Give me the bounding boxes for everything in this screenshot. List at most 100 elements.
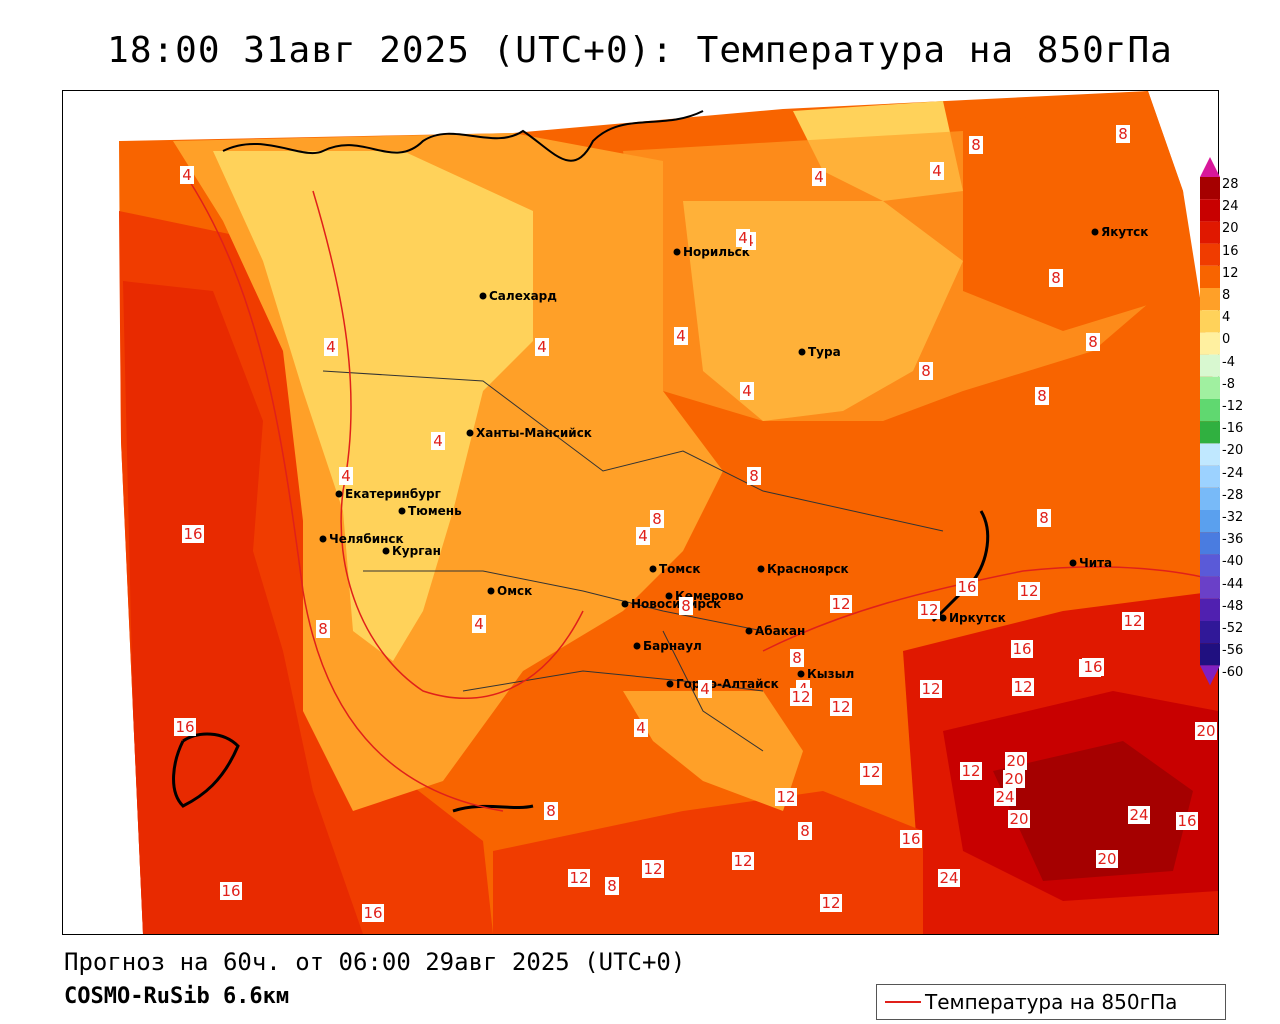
contour-label-bg [674,327,688,345]
city-label: Горно-Алтайск [676,677,779,691]
colorbar-tick-label: -48 [1222,598,1244,614]
colorbar-tick-label: -4 [1222,354,1235,370]
contour-label-bg [1176,812,1198,830]
city-label: Барнаул [643,639,702,653]
contour-label-bg [544,802,558,820]
colorbar-tick-label: -28 [1222,487,1244,503]
contour-label-bg [650,510,664,528]
contour-label: 4 [638,527,648,545]
contour-label: 4 [537,338,547,356]
contour-label: 24 [1129,806,1148,824]
contour-label-bg [1195,722,1217,740]
contour-label: 8 [318,620,328,638]
contour-label-bg [830,595,852,613]
city-label: Чита [1079,556,1112,570]
colorbar-segment [1200,177,1220,200]
contour-label: 20 [1097,850,1116,868]
city-label: Челябинск [329,532,404,546]
colorbar-tick-label: -40 [1222,554,1244,570]
legend-line-swatch [885,1001,921,1003]
contour-label-bg [920,680,942,698]
city-dot [673,248,681,256]
colorbar-tick-label: -44 [1222,576,1244,592]
city-markers: Норильск Якутск Салехард Тура Ханты-Мансийск… [319,225,1148,691]
contour-labels: 4444444444444444888888888888888121212121… [174,125,1217,922]
contour-label-bg [568,869,590,887]
contour-label: 16 [363,904,382,922]
contour-label: 12 [919,601,938,619]
contour-label: 4 [182,166,192,184]
colorbar-tick-label: 4 [1222,310,1231,326]
contour-label: 8 [792,649,802,667]
contour-label: 4 [700,680,710,698]
colorbar-top-arrow [1200,157,1220,177]
city-label: Тура [808,345,841,359]
isotherm-8 [182,170,504,812]
contour-label: 24 [995,788,1014,806]
contour-label-bg [698,680,712,698]
colorbar-segment [1200,554,1220,577]
contour-label: 16 [901,830,920,848]
contour-label-bg [1116,125,1130,143]
city-label: Норильск [683,245,750,259]
city-dot [649,565,657,573]
contour-label: 16 [1012,640,1031,658]
colorbar-tick-label: 8 [1222,288,1231,303]
contour-label-bg [1011,640,1033,658]
colorbar-tick-label: 0 [1222,332,1231,348]
city-label: Красноярск [767,562,849,576]
contour-label: 4 [742,382,752,400]
contour-label-bg [1049,269,1063,287]
contour-label: 8 [1039,509,1049,527]
contour-label-bg [535,338,549,356]
city-dot [798,348,806,356]
contour-label-bg [642,860,664,878]
contour-label: 12 [643,860,662,878]
contour-label-bg [431,432,445,450]
city-label: Салехард [489,289,557,303]
contour-label: 8 [1088,333,1098,351]
contour-label-bg [1012,678,1034,696]
colorbar-tick-label: -16 [1222,421,1244,437]
contour-label-bg [634,719,648,737]
contour-label: 16 [175,718,194,736]
contour-label: 24 [939,869,958,887]
contour-label-bg [830,698,852,716]
contour-label: 4 [932,162,942,180]
contour-label-bg [994,788,1016,806]
contour-label: 8 [749,467,759,485]
city-label: Томск [659,562,701,576]
colorbar-segment [1200,510,1220,533]
contour-label: 8 [921,362,931,380]
contour-label-bg [1008,810,1030,828]
contour-label: 4 [636,719,646,737]
contour-label: 4 [676,327,686,345]
city-dot [633,642,641,650]
contour-label-bg [740,382,754,400]
border-lines [322,370,944,752]
contour-label: 20 [1009,810,1028,828]
colorbar-segment [1200,399,1220,422]
contour-label: 20 [1196,722,1215,740]
contour-label-bg [636,527,650,545]
contour-label-bg [679,597,693,615]
colorbar-segment [1200,643,1220,666]
colorbar-segment [1200,487,1220,510]
contour-label-bg [324,338,338,356]
contour-label-bg [1128,806,1150,824]
coastline-north [222,110,704,162]
contour-label: 16 [1083,658,1102,676]
colorbar [1200,157,1220,686]
contour-label-bg [1096,850,1118,868]
city-dot [466,429,474,437]
contour-label-bg [790,688,812,706]
domain-band-16-west [123,281,363,934]
contour-label-bg [930,162,944,180]
contour-label-bg [180,166,194,184]
caspian-outline [172,732,240,808]
city-dot [666,680,674,688]
contour-label: 4 [814,168,824,186]
contour-label: 16 [1177,812,1196,830]
contour-label-bg [919,362,933,380]
model-name: COSMO-RuSib 6.6км [64,984,290,1009]
